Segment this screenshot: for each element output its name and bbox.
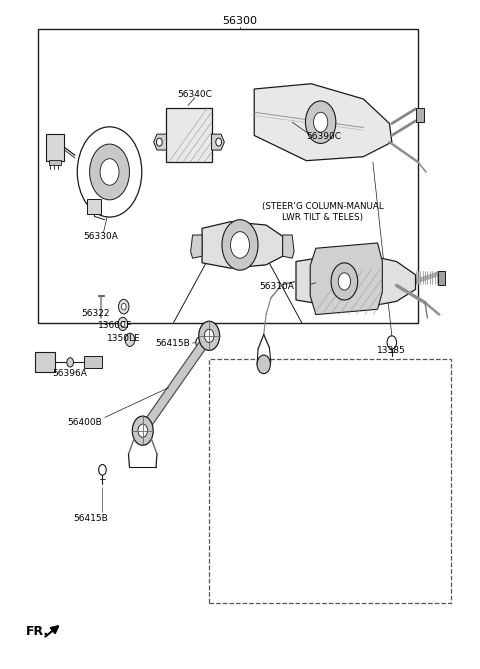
Bar [49, 160, 61, 165]
Text: (STEER'G COLUMN-MANUAL: (STEER'G COLUMN-MANUAL [262, 202, 384, 211]
Text: 56390C: 56390C [306, 132, 341, 141]
Polygon shape [310, 243, 383, 314]
Text: 56415B: 56415B [156, 339, 190, 348]
Text: 56330A: 56330A [84, 232, 118, 241]
Circle shape [121, 321, 125, 326]
Circle shape [67, 358, 73, 367]
Text: 56322: 56322 [81, 309, 109, 318]
Text: 13385: 13385 [377, 346, 406, 355]
Polygon shape [154, 134, 167, 150]
Circle shape [216, 138, 221, 146]
Circle shape [125, 333, 135, 347]
Circle shape [331, 263, 358, 300]
Polygon shape [140, 332, 212, 434]
Bar [416, 108, 424, 122]
Circle shape [118, 317, 128, 330]
Circle shape [313, 112, 328, 132]
Polygon shape [254, 84, 392, 161]
Circle shape [387, 336, 396, 349]
Circle shape [156, 138, 162, 146]
Bar [47, 134, 64, 161]
Text: 1360CF: 1360CF [97, 321, 132, 330]
Polygon shape [283, 235, 294, 258]
Bar [167, 108, 212, 162]
Polygon shape [296, 252, 416, 309]
Circle shape [77, 127, 142, 217]
Bar [84, 357, 102, 369]
Circle shape [204, 329, 214, 343]
Text: 56310A: 56310A [260, 282, 295, 290]
Text: FR.: FR. [25, 626, 48, 638]
Text: 56300: 56300 [223, 16, 257, 26]
Circle shape [132, 416, 153, 446]
Circle shape [100, 159, 119, 185]
Text: 56400B: 56400B [68, 417, 102, 427]
Bar [35, 353, 55, 373]
Circle shape [119, 299, 129, 314]
Circle shape [305, 101, 336, 143]
Circle shape [138, 424, 147, 438]
Text: 1350LE: 1350LE [107, 334, 141, 343]
Text: 56415B: 56415B [73, 514, 108, 523]
Circle shape [121, 303, 126, 310]
Polygon shape [202, 221, 283, 268]
Circle shape [222, 219, 258, 270]
Text: 56340C: 56340C [178, 90, 212, 99]
Bar [38, 29, 418, 322]
Bar [87, 199, 101, 214]
Polygon shape [212, 134, 224, 150]
Circle shape [90, 144, 130, 200]
Bar [438, 271, 445, 286]
Circle shape [199, 321, 219, 351]
Bar [209, 359, 451, 603]
Text: LWR TILT & TELES): LWR TILT & TELES) [282, 213, 363, 222]
Circle shape [257, 355, 270, 374]
Circle shape [338, 273, 350, 290]
Polygon shape [191, 235, 202, 258]
Text: 56396A: 56396A [53, 369, 87, 378]
Circle shape [230, 231, 250, 258]
